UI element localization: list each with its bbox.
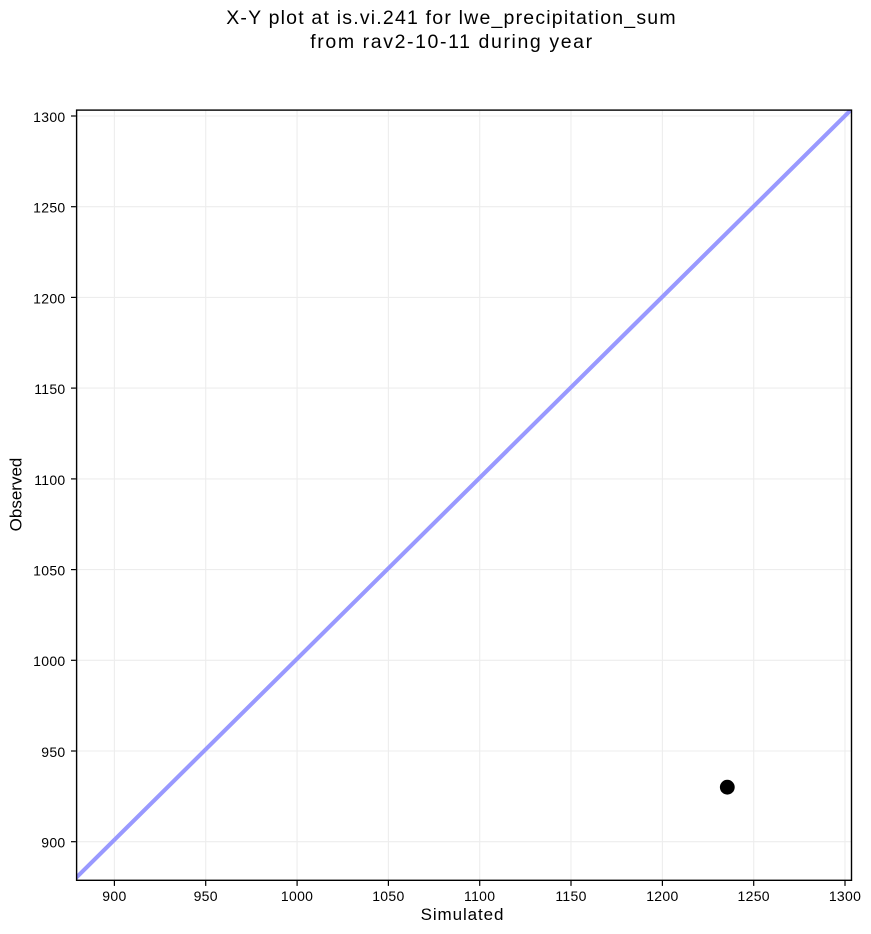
svg-text:1050: 1050: [33, 563, 65, 579]
svg-text:Simulated: Simulated: [421, 905, 505, 924]
svg-text:1250: 1250: [738, 888, 770, 904]
svg-text:1250: 1250: [33, 200, 65, 216]
svg-text:from rav2-10-11 during year: from rav2-10-11 during year: [310, 31, 593, 53]
svg-text:950: 950: [194, 888, 218, 904]
svg-text:1300: 1300: [33, 109, 65, 125]
svg-text:1000: 1000: [33, 653, 65, 669]
svg-text:1100: 1100: [464, 888, 495, 904]
svg-text:1300: 1300: [829, 888, 861, 904]
svg-text:1150: 1150: [34, 381, 65, 397]
svg-text:1000: 1000: [281, 888, 313, 904]
svg-text:1100: 1100: [34, 472, 65, 488]
svg-text:900: 900: [102, 888, 126, 904]
svg-text:1150: 1150: [555, 888, 586, 904]
svg-text:900: 900: [41, 835, 65, 851]
svg-text:X-Y plot at is.vi.241 for lwe_: X-Y plot at is.vi.241 for lwe_precipitat…: [226, 7, 677, 29]
svg-text:950: 950: [41, 744, 65, 760]
svg-text:Observed: Observed: [7, 458, 26, 532]
svg-text:1200: 1200: [33, 290, 65, 306]
svg-text:1050: 1050: [372, 888, 404, 904]
svg-text:1200: 1200: [646, 888, 678, 904]
